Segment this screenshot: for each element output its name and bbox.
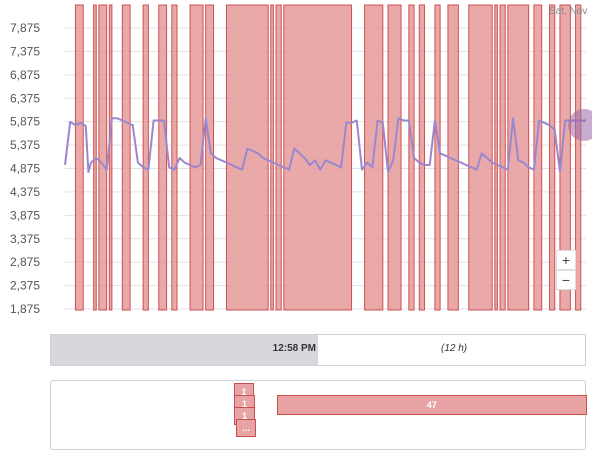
event-band[interactable] [171,4,178,311]
timeline-duration-label: (12 h) [441,343,468,354]
event-band[interactable] [121,4,131,311]
corner-date-label: Sat, Nov [549,6,588,17]
y-tick-label: 1,875 [10,302,40,316]
event-band[interactable] [270,4,274,311]
hover-marker [568,109,592,141]
y-tick-label: 5,375 [10,138,40,152]
event-band[interactable] [98,4,108,311]
y-tick-label: 6,875 [10,68,40,82]
event-band[interactable] [549,4,556,311]
y-tick-label: 3,375 [10,232,40,246]
y-axis-ticks: 7,875 7,375 6,875 6,375 5,875 5,375 4,875 4,375… [10,21,40,316]
event-band[interactable] [158,4,168,311]
event-band[interactable] [559,4,571,311]
series-lines [64,117,586,173]
event-band[interactable] [499,4,506,311]
y-tick-label: 2,875 [10,255,40,269]
y-tick-label: 5,875 [10,115,40,129]
series-line [64,117,586,173]
event-band[interactable] [74,4,84,311]
zoom-in-button[interactable]: + [556,250,576,270]
chart-area: 7,875 7,375 6,875 6,375 5,875 5,375 4,875 4,375… [10,4,592,316]
event-lane-panel: 1 1 47 1... [50,380,587,450]
lane-event[interactable]: ... [235,419,257,437]
event-band[interactable] [275,4,282,311]
y-tick-label: 4,375 [10,185,40,199]
event-band[interactable] [189,4,204,311]
y-tick-label: 7,375 [10,44,40,58]
event-band[interactable] [108,4,113,311]
event-band[interactable] [142,4,149,311]
y-tick-label: 6,375 [10,91,40,105]
y-tick-label: 2,375 [10,279,40,293]
event-band[interactable] [283,4,353,311]
y-tick-label: 7,875 [10,21,40,35]
timeline-progress [51,335,318,365]
y-tick-label: 4,875 [10,162,40,176]
event-band[interactable] [575,4,582,311]
timeline-bar[interactable]: 12:58 PM (12 h) [50,334,586,366]
event-band[interactable] [494,4,498,311]
event-band[interactable] [205,4,214,311]
event-bands [74,4,582,311]
event-band[interactable] [418,4,425,311]
y-tick-label: 3,875 [10,208,40,222]
event-band[interactable] [434,4,441,311]
zoom-out-button[interactable]: − [556,270,576,290]
lane-event[interactable]: 47 [276,395,587,415]
timeline-time-label: 12:58 PM [272,343,316,354]
event-band[interactable] [533,4,543,311]
